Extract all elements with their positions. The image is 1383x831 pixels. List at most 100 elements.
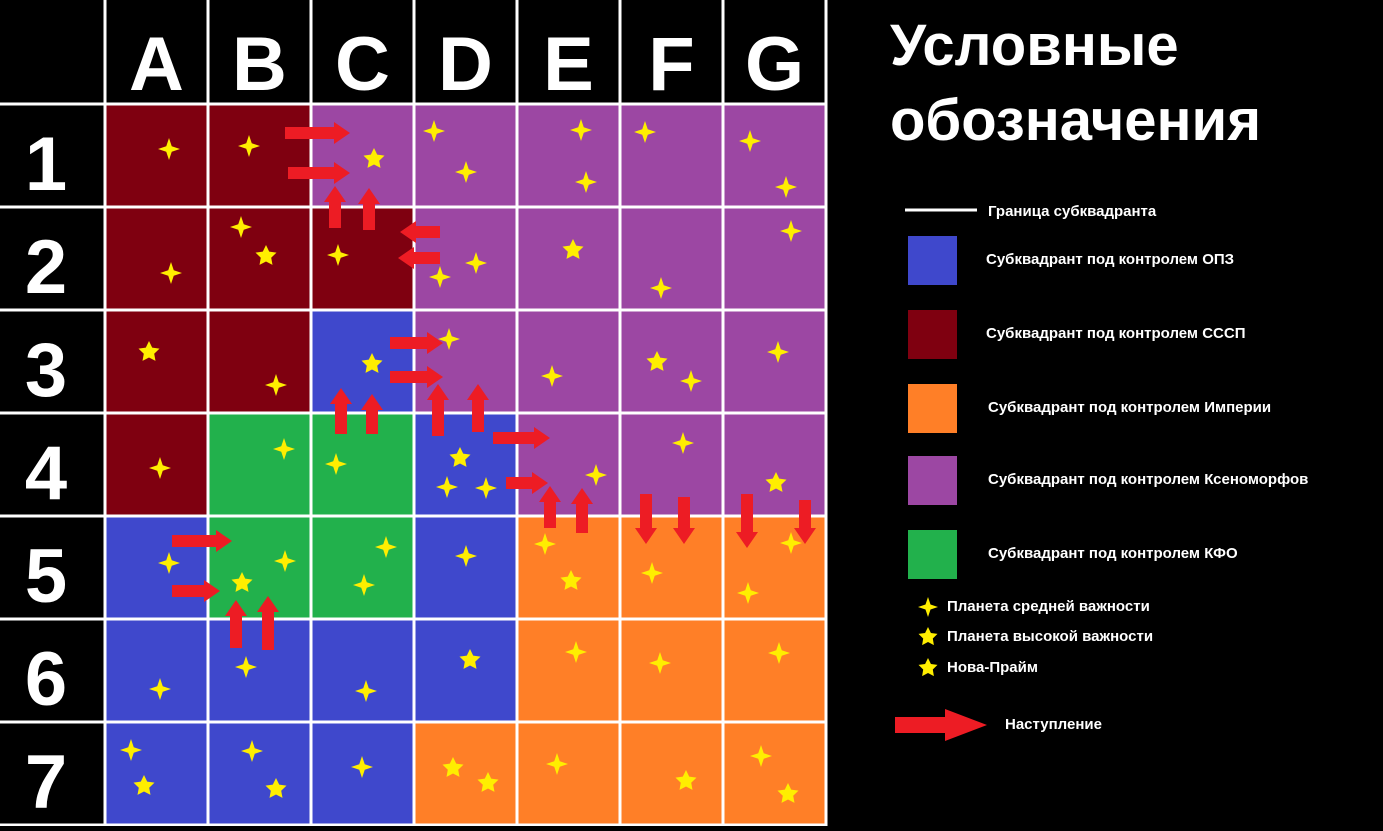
planet-medium — [429, 266, 451, 288]
subquadrant — [208, 104, 311, 207]
attack-arrow — [571, 488, 593, 533]
legend: Условные обозначения Граница субквадранта С… — [890, 13, 1308, 741]
subquadrant — [517, 310, 620, 413]
column-label: E — [543, 22, 594, 107]
attack-arrow — [390, 332, 443, 354]
planet-medium — [265, 374, 287, 396]
subquadrant — [414, 619, 517, 722]
attack-arrow — [330, 388, 352, 434]
planet-medium — [355, 680, 377, 702]
planet-high — [477, 772, 499, 792]
column-label: A — [129, 22, 184, 107]
planet-medium — [739, 130, 761, 152]
subquadrant — [208, 619, 311, 722]
attack-arrow — [539, 486, 561, 528]
subquadrant — [414, 104, 517, 207]
planet-medium — [768, 642, 790, 664]
planet-medium — [241, 740, 263, 762]
subquadrant — [414, 722, 517, 825]
subquadrant — [723, 619, 826, 722]
subquadrant — [414, 516, 517, 619]
planet-high — [133, 775, 155, 795]
attack-arrow — [358, 188, 380, 230]
attack-arrow — [361, 394, 383, 434]
planet-medium — [325, 453, 347, 475]
planet-medium — [570, 119, 592, 141]
planet-medium — [750, 745, 772, 767]
subquadrant — [105, 207, 208, 310]
planet-medium — [775, 176, 797, 198]
nova-prime — [918, 658, 938, 677]
subquadrant — [620, 413, 723, 516]
planet-high — [255, 245, 277, 265]
legend-label: Граница субквадранта — [988, 203, 1157, 220]
legend-label: Субквадрант под контролем Ксеноморфов — [988, 471, 1308, 488]
planet-medium — [273, 438, 295, 460]
legend-label: Субквадрант под контролем СССП — [986, 325, 1245, 342]
column-label: B — [232, 22, 287, 107]
row-label: 5 — [25, 534, 67, 619]
subquadrant — [620, 619, 723, 722]
planet-high — [138, 341, 160, 361]
row-label: 1 — [25, 122, 67, 207]
subquadrant — [517, 104, 620, 207]
subquadrant — [311, 413, 414, 516]
legend-swatch — [908, 530, 957, 579]
row-label: 7 — [25, 740, 67, 825]
subquadrant — [105, 413, 208, 516]
planet-high — [675, 770, 697, 790]
icons — [120, 119, 816, 803]
attack-arrow — [390, 366, 443, 388]
subquadrant — [311, 516, 414, 619]
attack-arrow — [736, 494, 758, 548]
attack-arrow — [635, 494, 657, 544]
planet-medium — [475, 477, 497, 499]
planet-high — [265, 778, 287, 798]
legend-label: Наступление — [1005, 716, 1102, 733]
row-label: 2 — [25, 225, 67, 310]
planet-medium — [438, 328, 460, 350]
legend-label: Субквадрант под контролем КФО — [988, 545, 1238, 562]
planet-medium — [423, 120, 445, 142]
subquadrant — [311, 104, 414, 207]
legend-label: Субквадрант под контролем ОПЗ — [986, 251, 1234, 268]
subquadrant — [517, 413, 620, 516]
planet-medium — [238, 135, 260, 157]
planet-medium — [160, 262, 182, 284]
planet-medium — [680, 370, 702, 392]
row-label: 3 — [25, 328, 67, 413]
planet-medium — [436, 476, 458, 498]
legend-label: Планета высокой важности — [947, 628, 1153, 645]
subquadrant — [723, 722, 826, 825]
row-label: 6 — [25, 637, 67, 722]
planet-medium — [541, 365, 563, 387]
attack-arrow — [794, 500, 816, 544]
legend-label: Нова-Прайм — [947, 659, 1038, 676]
grid: A B C D E F G 1 2 3 4 5 6 7 — [0, 0, 828, 827]
subquadrant — [723, 413, 826, 516]
legend-label: Планета средней важности — [947, 598, 1150, 615]
attack-arrow — [673, 497, 695, 544]
column-label: G — [745, 22, 804, 107]
planet-medium — [918, 597, 938, 617]
subquadrant — [620, 310, 723, 413]
subquadrant — [105, 310, 208, 413]
subquadrant — [620, 722, 723, 825]
subquadrant — [517, 516, 620, 619]
planet-medium — [780, 532, 802, 554]
planet-high — [646, 351, 668, 371]
subquadrant — [208, 516, 311, 619]
attack-arrow — [398, 247, 440, 269]
planet-high — [459, 649, 481, 669]
column-label: C — [335, 22, 390, 107]
planet-high — [361, 353, 383, 373]
planet-medium — [149, 678, 171, 700]
subquadrant — [620, 207, 723, 310]
subquadrant — [105, 619, 208, 722]
planet-high — [560, 570, 582, 590]
attack-arrow — [467, 384, 489, 432]
legend-swatch — [908, 456, 957, 505]
subquadrant — [311, 619, 414, 722]
legend-label: Субквадрант под контролем Империи — [988, 399, 1271, 416]
